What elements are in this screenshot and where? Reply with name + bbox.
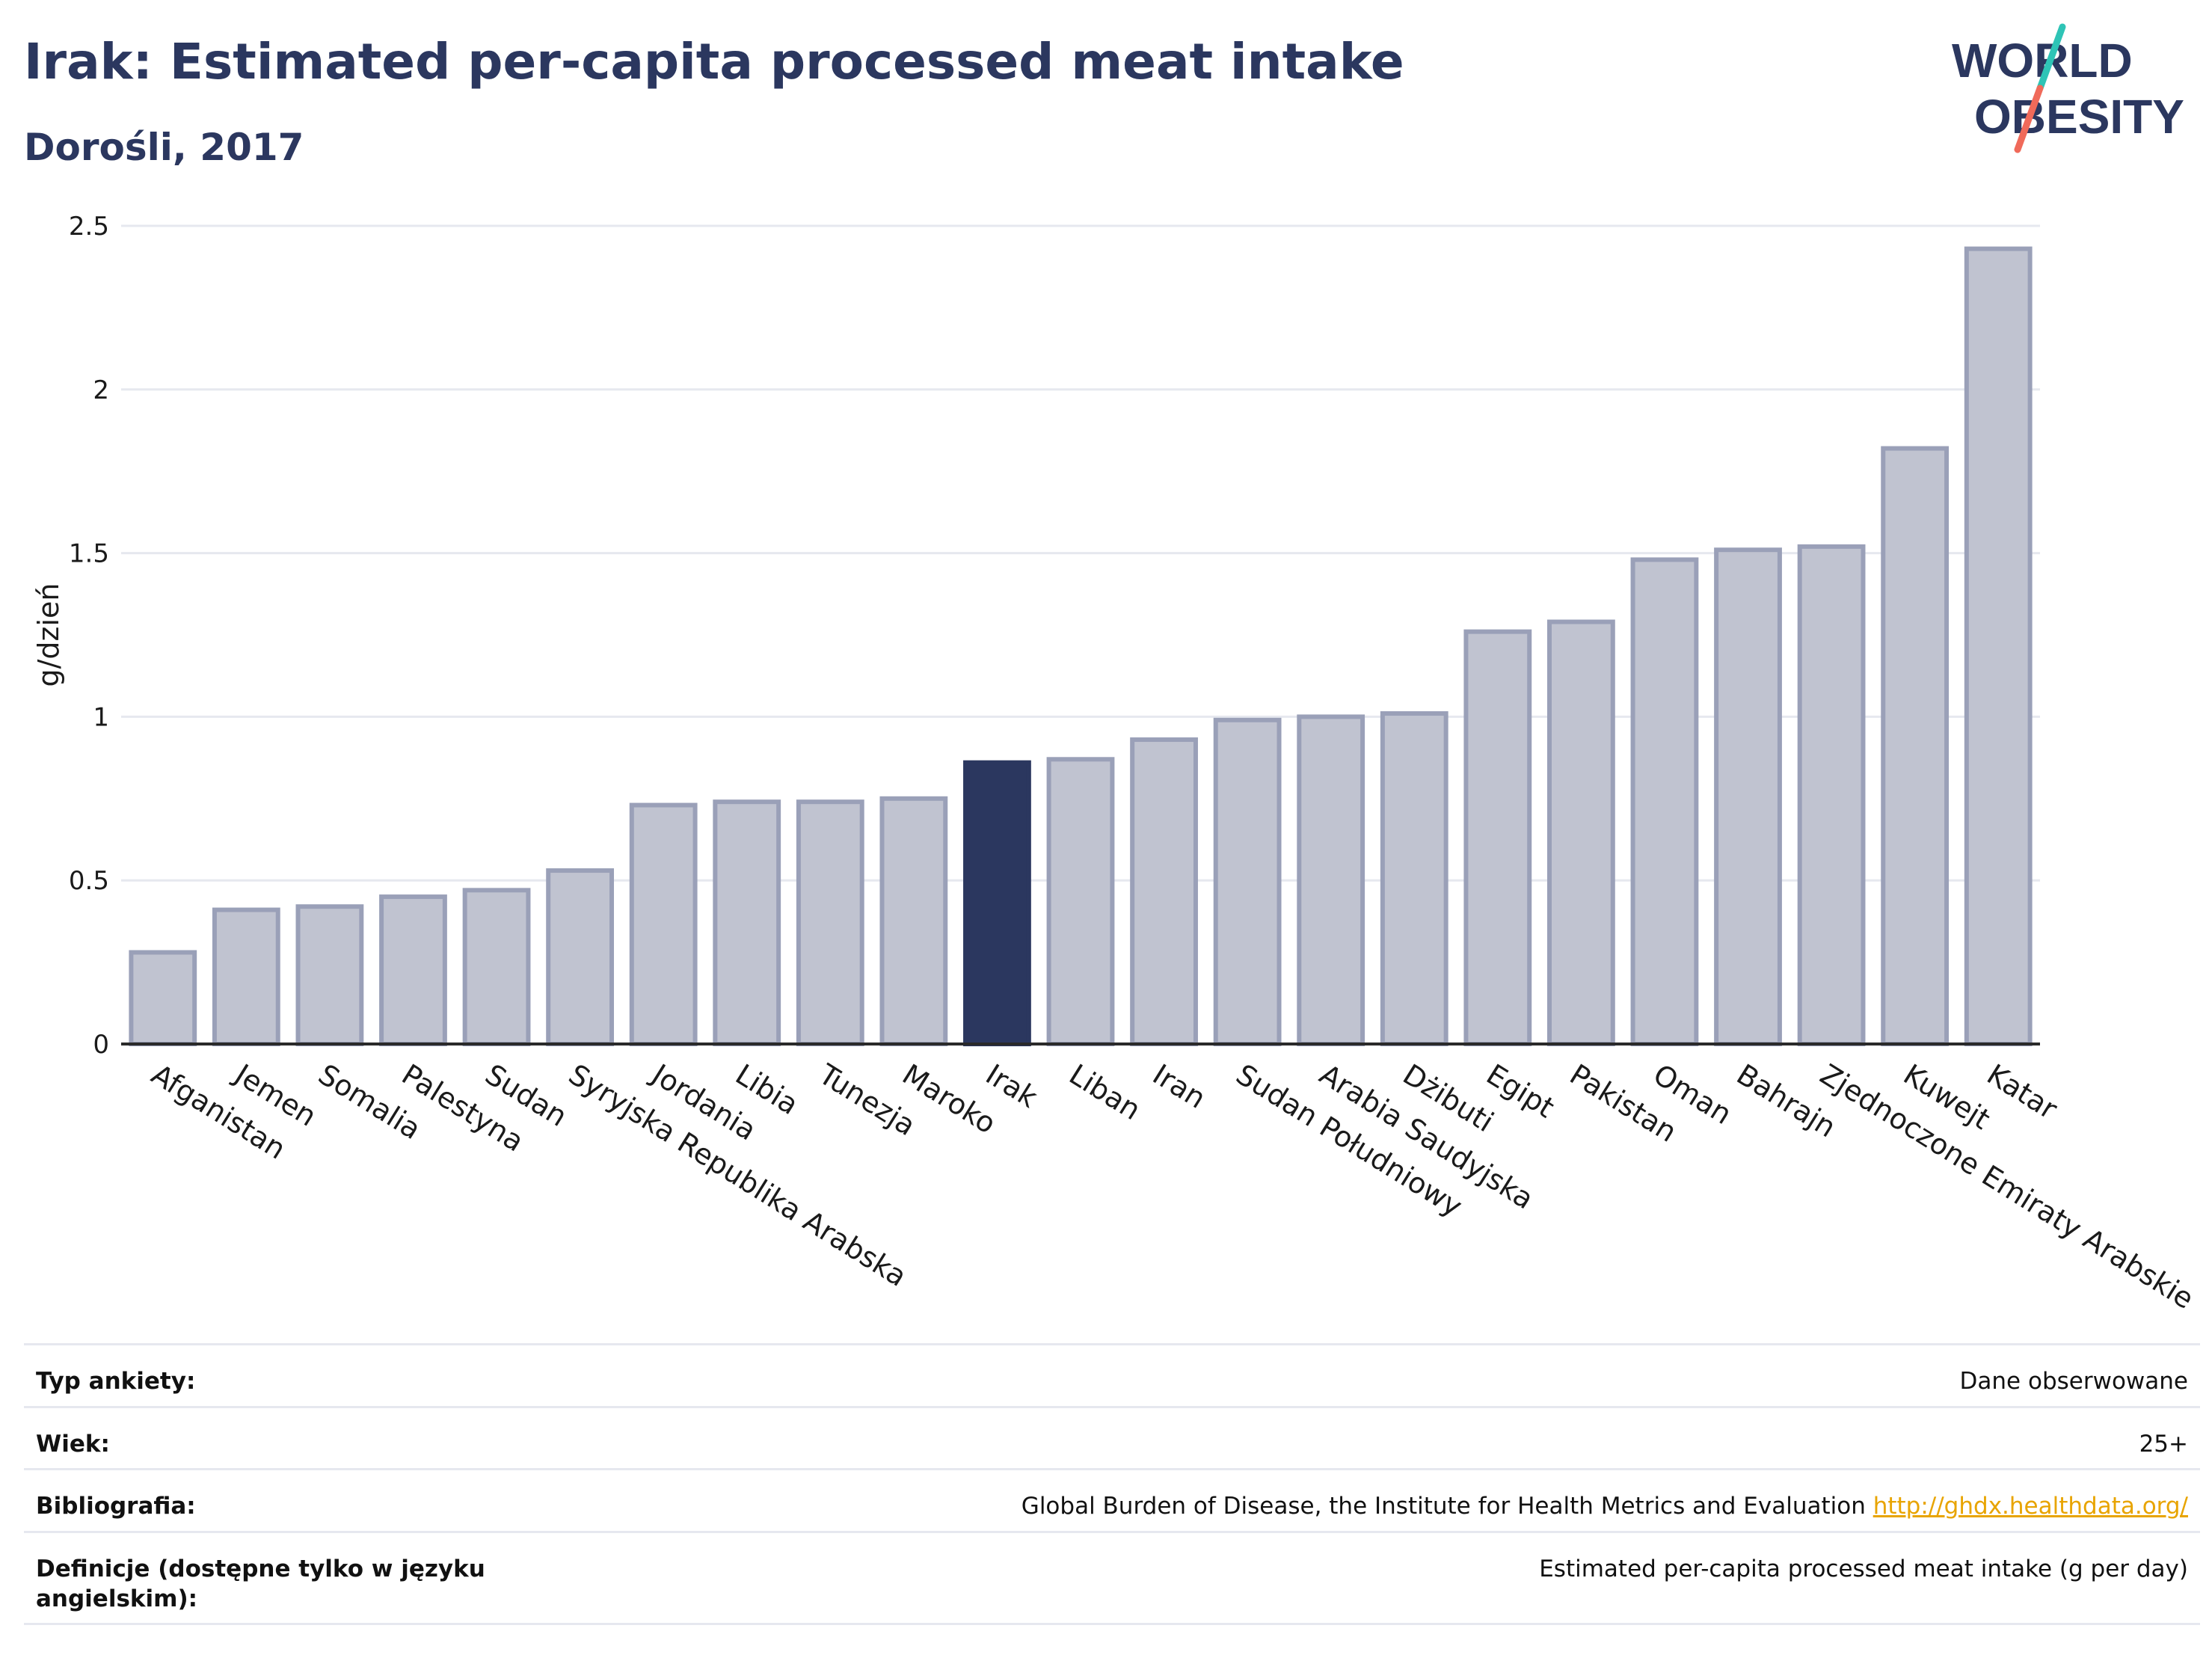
bar-maroko: [879, 796, 948, 1047]
x-tick-label: Iran: [1147, 1057, 1211, 1115]
info-row-bibliography: Bibliografia: Global Burden of Disease, …: [24, 1468, 2200, 1531]
bar-somalia: [295, 904, 364, 1047]
bibliography-link[interactable]: http://ghdx.healthdata.org/: [1872, 1493, 2188, 1520]
y-tick-label: 1: [93, 702, 109, 732]
chart-subtitle: Dorośli, 2017: [24, 126, 304, 169]
bar-oman: [1630, 557, 1699, 1046]
bar-tunezja: [796, 799, 864, 1047]
bar-syryjska-republika-arabska: [546, 868, 615, 1047]
logo-slash-top: [2036, 23, 2066, 92]
y-tick-label: 2.5: [69, 212, 109, 242]
x-tick-label: Tunezja: [813, 1057, 921, 1143]
logo-text-obesity: OBESITY: [1974, 90, 2184, 144]
logo-slash-bottom: [2014, 85, 2044, 153]
info-value: Global Burden of Disease, the Institute …: [1021, 1491, 2188, 1521]
info-value: Estimated per-capita processed meat inta…: [1539, 1556, 2188, 1582]
bar-kuwejt: [1881, 446, 1950, 1046]
y-tick-label: 0.5: [69, 866, 109, 896]
bar-jemen: [212, 907, 280, 1046]
info-label: Typ ankiety:: [36, 1368, 196, 1395]
info-label: Bibliografia:: [36, 1493, 196, 1520]
info-value: Dane obserwowane: [1959, 1368, 2188, 1395]
bar-iran: [1130, 737, 1198, 1046]
bar-liban: [1046, 757, 1115, 1047]
bar-katar: [1964, 246, 2033, 1047]
y-axis-title: g/dzień: [32, 583, 65, 687]
bibliography-text: Global Burden of Disease, the Institute …: [1021, 1493, 1866, 1520]
info-label: Wiek:: [36, 1431, 110, 1458]
bar-pakistan: [1546, 619, 1615, 1046]
bar-bahrajn: [1714, 547, 1782, 1046]
x-tick-label: Katar: [1981, 1057, 2063, 1126]
info-value: 25+: [2139, 1431, 2188, 1458]
chart-title: Irak: Estimated per-capita processed mea…: [24, 33, 1404, 90]
info-row-definitions: Definicje (dostępne tylko w języku angie…: [24, 1531, 2200, 1625]
bar-dżibuti: [1380, 711, 1448, 1046]
y-tick-label: 2: [93, 375, 109, 405]
bar-irak: [963, 760, 1031, 1046]
bar-egipt: [1463, 629, 1532, 1046]
bar-chart: 0 0.5 1 1.5 2 2.5 AfganistanJemenSomaliaPales…: [32, 212, 2199, 1315]
bar-palestyna: [379, 894, 447, 1046]
y-axis-ticks: 0 0.5 1 1.5 2 2.5: [69, 212, 109, 1060]
bar-libia: [713, 799, 781, 1047]
x-axis-labels: AfganistanJemenSomaliaPalestynaSudanSyry…: [146, 1057, 2199, 1315]
bar-jordania: [629, 802, 698, 1046]
bar-sudan-południowy: [1213, 717, 1282, 1046]
bars: [129, 246, 2033, 1047]
x-tick-label: Liban: [1063, 1057, 1146, 1126]
y-tick-label: 0: [93, 1030, 109, 1060]
bar-zjednoczone-emiraty-arabskie: [1797, 544, 1866, 1046]
info-row-age: Wiek: 25+: [24, 1406, 2200, 1468]
bar-arabia-saudyjska: [1297, 714, 1365, 1047]
info-table: Typ ankiety: Dane obserwowane Wiek: 25+ …: [24, 1343, 2200, 1625]
y-tick-label: 1.5: [69, 539, 109, 569]
info-label: Definicje (dostępne tylko w języku angie…: [36, 1556, 485, 1612]
bar-afganistan: [129, 950, 197, 1047]
info-row-survey-type: Typ ankiety: Dane obserwowane: [24, 1343, 2200, 1406]
world-obesity-logo: WORLD OBESITY: [1952, 23, 2184, 153]
bar-sudan: [462, 888, 531, 1046]
